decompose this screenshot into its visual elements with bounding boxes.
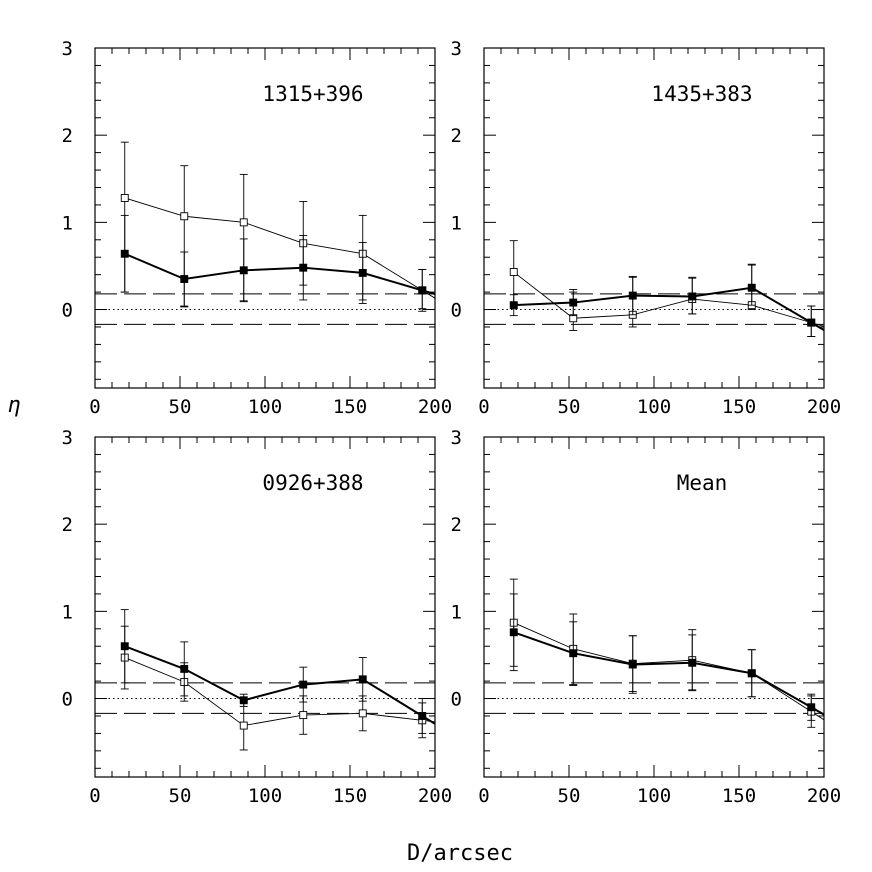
y-tick-label: 1: [62, 212, 73, 234]
data-point-filled: [688, 658, 697, 667]
y-tick-label: 2: [62, 125, 73, 147]
x-tick-label: 200: [807, 396, 841, 418]
x-tick-label: 50: [558, 785, 581, 807]
y-tick-label: 3: [451, 427, 462, 449]
panel-bottom-left: 0 50 100 150 200 0 1 2 3 0926+388: [62, 427, 453, 807]
x-tick-label: 100: [637, 396, 671, 418]
data-point-filled: [509, 301, 518, 310]
x-tick-label: 200: [418, 785, 452, 807]
data-point-filled: [509, 628, 518, 637]
panel-title: Mean: [677, 471, 728, 495]
data-point-filled: [120, 249, 129, 258]
data-point-open: [180, 212, 189, 221]
data-point-filled: [418, 712, 427, 720]
x-axis-label: D/arcsec: [407, 841, 513, 866]
x-tick-label: 0: [478, 785, 489, 807]
panel-title: 1315+396: [262, 82, 363, 106]
y-tick-label: 2: [451, 514, 462, 536]
y-tick-label: 3: [62, 427, 73, 449]
x-tick-label: 100: [248, 396, 282, 418]
data-area: [484, 578, 824, 728]
data-point-filled: [418, 286, 427, 295]
data-area: [95, 141, 435, 325]
y-tick-label: 3: [451, 38, 462, 60]
x-tick-label: 150: [722, 785, 756, 807]
panel-frame: [483, 436, 825, 778]
y-tick-label: 0: [62, 300, 73, 322]
data-point-filled: [747, 283, 756, 292]
data-point-filled: [628, 660, 637, 669]
panel-frame: [483, 47, 825, 389]
data-point-filled: [688, 292, 697, 301]
x-tick-label: 50: [169, 785, 192, 807]
y-axis-label: η: [7, 393, 20, 418]
data-point-open: [239, 218, 248, 227]
y-tick-label: 2: [62, 514, 73, 536]
x-tick-label: 100: [248, 785, 282, 807]
data-area: [95, 609, 435, 751]
data-point-filled: [569, 649, 578, 658]
data-point-filled: [299, 263, 308, 272]
data-point-filled: [358, 675, 367, 684]
series-line-filled: [513, 631, 824, 716]
series-line-open: [124, 197, 435, 299]
data-point-filled: [747, 669, 756, 678]
data-point-filled: [807, 703, 816, 712]
y-tick-label: 0: [62, 689, 73, 711]
data-point-open: [239, 721, 248, 730]
x-tick-label: 150: [333, 785, 367, 807]
x-tick-label: 200: [807, 785, 841, 807]
x-tick-label: 100: [637, 785, 671, 807]
y-tick-label: 0: [451, 300, 462, 322]
x-tick-label: 0: [89, 396, 100, 418]
x-tick-label: 50: [169, 396, 192, 418]
y-tick-label: 1: [451, 212, 462, 234]
x-tick-label: 0: [89, 785, 100, 807]
data-point-open: [299, 711, 308, 720]
panel-frame: [94, 47, 436, 389]
y-tick-label: 3: [62, 38, 73, 60]
data-area: [484, 240, 824, 338]
data-point-filled: [358, 268, 367, 277]
x-tick-label: 0: [478, 396, 489, 418]
data-point-filled: [239, 696, 248, 705]
series-line-filled: [124, 252, 435, 296]
data-point-filled: [180, 664, 189, 673]
data-point-filled: [180, 275, 189, 283]
y-tick-label: 1: [62, 601, 73, 623]
x-tick-label: 150: [333, 396, 367, 418]
data-point-filled: [807, 318, 816, 327]
data-point-filled: [120, 642, 129, 651]
panel-bottom-right: 0 50 100 150 200 0 1 2 3 Mean: [451, 427, 842, 807]
panel-title: 1435+383: [651, 82, 752, 106]
series-line-filled: [513, 286, 824, 332]
data-point-filled: [299, 680, 308, 689]
panel-top-right: 0 50 100 150 200 0 1 2 3 1435+383: [451, 38, 842, 418]
series-line-open: [124, 657, 435, 727]
data-point-filled: [569, 298, 578, 307]
panel-frame: [94, 436, 436, 778]
y-tick-label: 2: [451, 125, 462, 147]
data-point-open: [358, 709, 367, 718]
x-tick-label: 50: [558, 396, 581, 418]
series-line-open: [513, 622, 824, 721]
panel-top-left: 0 50 100 150 200 0 1 2 3 1315+396: [62, 38, 453, 418]
x-tick-label: 200: [418, 396, 452, 418]
y-tick-label: 0: [451, 689, 462, 711]
data-point-filled: [239, 266, 248, 275]
data-point-filled: [628, 291, 637, 300]
series-line-open: [513, 271, 824, 327]
y-tick-label: 1: [451, 601, 462, 623]
panel-title: 0926+388: [262, 471, 363, 495]
data-point-open: [509, 268, 518, 277]
x-tick-label: 150: [722, 396, 756, 418]
data-point-open: [120, 193, 129, 202]
